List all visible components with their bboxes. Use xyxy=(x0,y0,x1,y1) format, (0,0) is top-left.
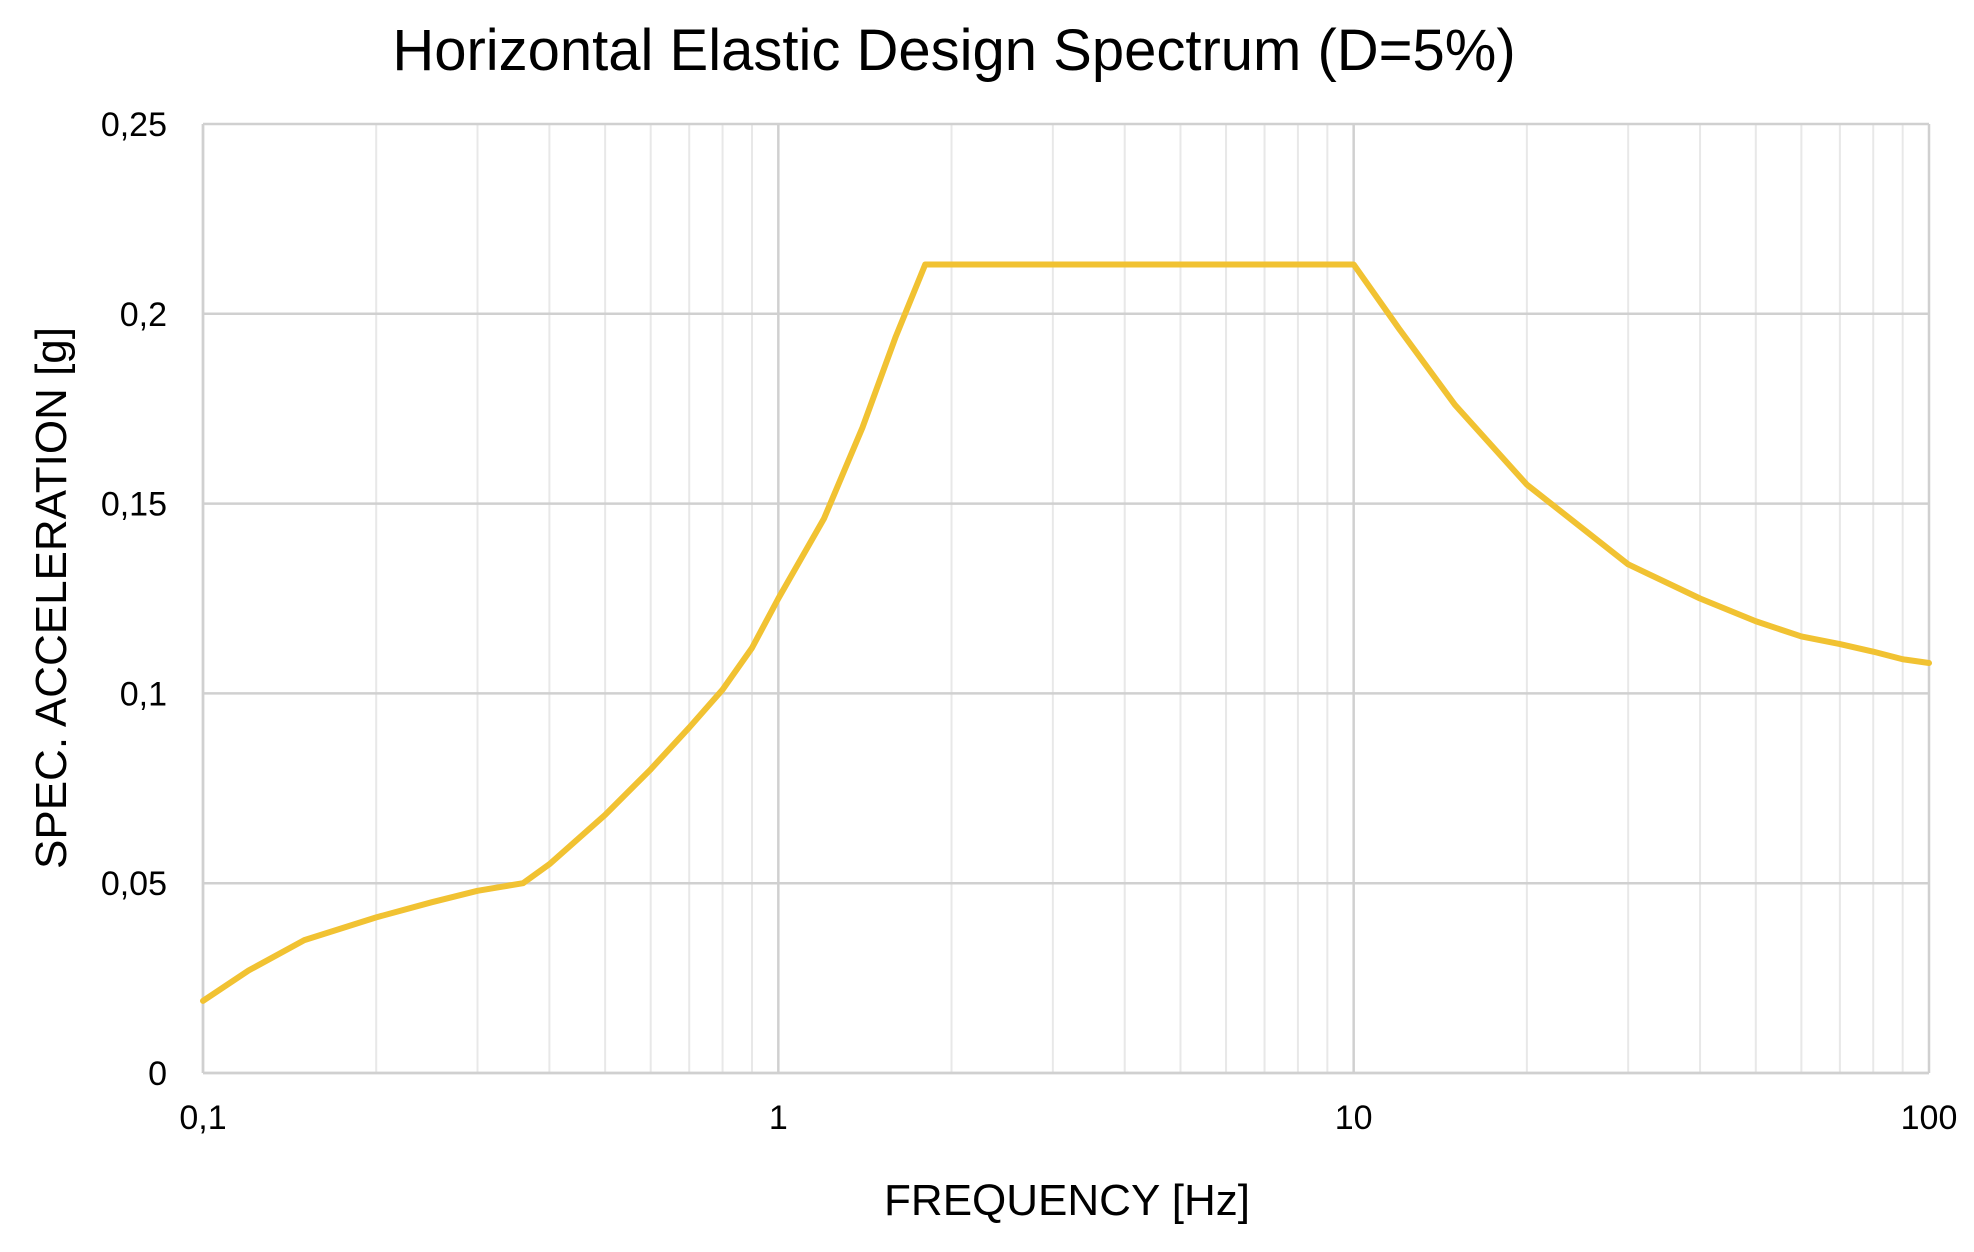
chart-title: Horizontal Elastic Design Spectrum (D=5%… xyxy=(392,18,1515,83)
x-tick-label: 0,1 xyxy=(179,1099,226,1137)
axes xyxy=(201,124,1929,1075)
x-tick-label: 1 xyxy=(769,1099,788,1137)
minor-gridlines xyxy=(375,124,1904,1073)
x-tick-label: 100 xyxy=(1901,1099,1958,1137)
tick-labels: 0,1 1 10 100 0 0,05 0,1 0,15 0,2 0,25 xyxy=(101,106,1958,1137)
spectrum-series-line xyxy=(200,261,1932,1004)
y-tick-label: 0,05 xyxy=(101,865,167,903)
y-tick-label: 0,1 xyxy=(120,675,167,713)
x-axis-label: FREQUENCY [Hz] xyxy=(884,1176,1250,1225)
y-tick-label: 0,15 xyxy=(101,486,167,524)
y-tick-label: 0,25 xyxy=(101,106,167,144)
x-tick-label: 10 xyxy=(1335,1099,1373,1137)
y-tick-label: 0,2 xyxy=(120,296,167,334)
y-axis-label: SPEC. ACCELERATION [g] xyxy=(27,327,76,869)
series-layer xyxy=(200,261,1932,1004)
y-tick-label: 0 xyxy=(148,1055,167,1093)
